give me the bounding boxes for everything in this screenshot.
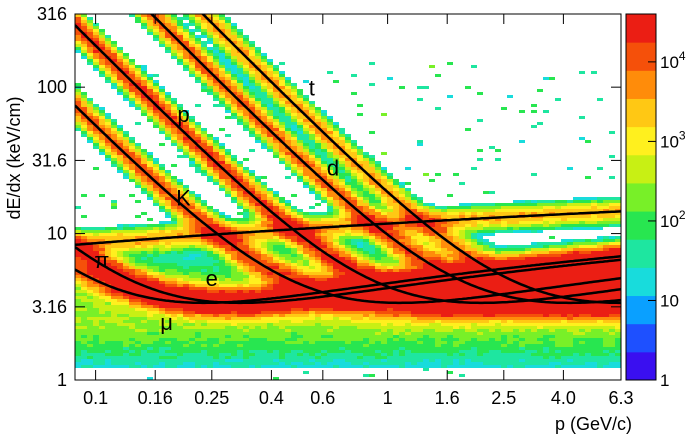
colorbar-segment	[626, 267, 656, 297]
band-label: d	[327, 155, 339, 180]
y-tick-label: 3.16	[32, 297, 67, 317]
y-axis-title: dE/dx (keV/cm)	[4, 96, 24, 219]
colorbar-tick-label: 102	[660, 208, 686, 231]
colorbar-segment	[626, 154, 656, 184]
x-tick-label: 0.25	[194, 388, 229, 408]
colorbar-frame	[625, 13, 657, 381]
y-tick-label: 31.6	[32, 150, 67, 170]
curve-t	[201, 14, 621, 305]
colorbar-segment	[626, 239, 656, 268]
plot-frame	[74, 13, 622, 381]
curve-e	[75, 210, 621, 247]
x-tick-label: 1.6	[435, 388, 460, 408]
y-tick-label: 10	[47, 224, 67, 244]
colorbar-segment	[626, 295, 656, 325]
colorbar-tick-label: 103	[660, 128, 686, 151]
colorbar-tick-label: 1	[660, 371, 669, 390]
x-tick-label: 4.0	[551, 388, 576, 408]
x-axis-title: p (GeV/c)	[555, 414, 632, 434]
colorbar-segment	[626, 14, 656, 43]
band-label: t	[309, 75, 315, 100]
band-label: p	[177, 102, 189, 127]
y-tick-label: 316	[37, 4, 67, 24]
curve-μ	[75, 255, 621, 305]
band-label: μ	[160, 310, 173, 335]
curve-π	[75, 246, 621, 305]
x-tick-label: 0.4	[259, 388, 284, 408]
curves	[75, 14, 621, 305]
x-tick-label: 6.3	[608, 388, 633, 408]
x-tick-label: 0.1	[83, 388, 108, 408]
colorbar-segment	[626, 182, 656, 212]
colorbar-segment	[626, 351, 656, 381]
band-labels: π μ e Kp d t	[94, 75, 339, 335]
y-tick-label: 1	[57, 370, 67, 390]
colorbar: 1 10 102 103 104	[625, 13, 686, 390]
colorbar-segment	[626, 98, 656, 128]
colorbar-segment	[626, 323, 656, 353]
band-label: K	[176, 186, 191, 211]
x-tick-label: 0.16	[138, 388, 173, 408]
curve-d	[149, 14, 621, 305]
curve-K	[75, 104, 621, 305]
x-tick-label: 2.5	[491, 388, 516, 408]
colorbar-segment	[626, 211, 656, 240]
x-tick-label: 1	[383, 388, 393, 408]
colorbar-tick-label: 10	[660, 291, 679, 310]
band-label: π	[94, 248, 109, 273]
colorbar-tick-label: 104	[660, 49, 686, 72]
colorbar-segment	[626, 42, 656, 71]
band-label: e	[206, 266, 218, 291]
x-tick-label: 0.6	[310, 388, 335, 408]
y-tick-label: 100	[37, 77, 67, 97]
axes: 0.1 0.16 0.25 0.4 0.6 1 1.6 2.5 4.0 6.3 1 3.16 10 31.…	[32, 4, 634, 408]
colorbar-segment	[626, 70, 656, 99]
